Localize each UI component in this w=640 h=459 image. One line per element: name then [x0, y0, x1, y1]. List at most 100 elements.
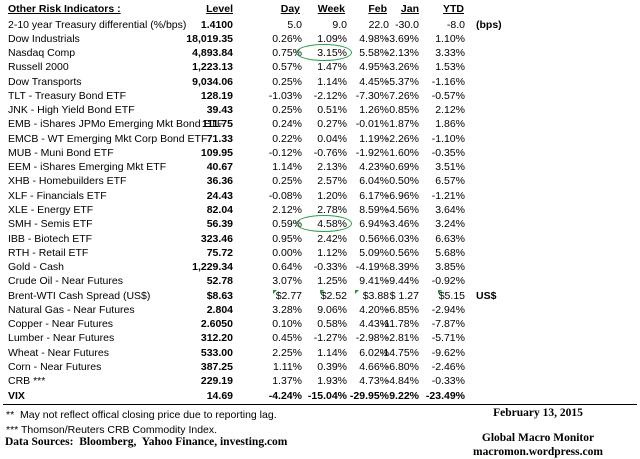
cell-level: 39.43 [206, 104, 233, 117]
divider-line [3, 404, 637, 405]
cell-label: Lumber - Near Futures [8, 332, 115, 345]
cell-ytd: -0.92% [431, 275, 465, 288]
cell-week: 1.14% [317, 75, 347, 88]
cell-week: 1.25% [317, 275, 347, 288]
cell-label: Gold - Cash [8, 261, 65, 274]
table-row: EMCB - WT Emerging Mkt Corp Bond ETF 71.3… [0, 132, 640, 146]
cell-ytd: -2.94% [431, 303, 465, 316]
cell-week: 2.13% [317, 161, 347, 174]
cell-ytd: -5.71% [431, 332, 465, 345]
table-row: JNK - High Yield Bond ETF 39.43 0.25% 0.51%… [0, 103, 640, 117]
cell-day: 0.64% [272, 261, 302, 274]
table-row: Corn - Near Futures 387.25 1.11% 0.39% 4.66%… [0, 360, 640, 374]
cell-jan: -2.26% [385, 132, 419, 145]
table-row: EEM - iShares Emerging Mkt ETF 40.67 1.14%… [0, 160, 640, 174]
cell-day: 0.22% [272, 132, 302, 145]
cell-level: 14.69 [206, 389, 233, 402]
table-row: RTH - Retail ETF 75.72 0.00% 1.12% 5.09% 0.56… [0, 246, 640, 260]
cell-level: 387.25 [200, 360, 233, 373]
cell-day: 0.45% [272, 332, 302, 345]
cell-feb: 8.59% [359, 204, 389, 216]
cell-ytd: 3.51% [435, 161, 465, 174]
cell-feb: -7.30% [355, 89, 389, 102]
cell-week: -15.04% [307, 389, 347, 402]
cell-label: Russell 2000 [8, 61, 69, 74]
cell-day: 0.10% [272, 318, 302, 331]
cell-day: 0.59% [272, 218, 302, 231]
cell-day: 0.24% [272, 118, 302, 131]
cell-feb: 9.41% [359, 275, 389, 288]
cell-jan: -6.85% [385, 303, 419, 316]
cell-level: 1,223.13 [192, 61, 233, 74]
comment-triangle-icon [438, 290, 442, 295]
cell-ytd: 3.64% [435, 204, 465, 216]
cell-week: -1.27% [313, 332, 347, 345]
cell-day: 0.25% [272, 104, 302, 117]
cell-level: 52.78 [206, 275, 233, 288]
cell-jan: 8.39% [389, 261, 419, 274]
column-header-day: Day [280, 3, 300, 15]
table-row: Crude Oil - Near Futures 52.78 3.07% 1.25% 9… [0, 274, 640, 288]
cell-week: 4.58% [317, 218, 347, 231]
cell-week: -0.76% [313, 146, 347, 159]
cell-jan: -3.46% [385, 218, 419, 231]
cell-feb: -0.01% [355, 118, 389, 131]
cell-suffix: (bps) [476, 18, 502, 31]
comment-triangle-icon [273, 290, 277, 295]
cell-week: 1.20% [317, 189, 347, 202]
cell-jan: 6.03% [389, 232, 419, 245]
cell-week: $2.52 [320, 289, 347, 302]
report-date: February 13, 2015 [493, 407, 583, 419]
cell-ytd: 3.24% [435, 218, 465, 231]
table-row: Russell 2000 1,223.13 0.57% 1.47% 4.95% -3.26… [0, 60, 640, 74]
cell-level: 109.95 [200, 146, 233, 159]
cell-label: XHB - Homebuilders ETF [8, 175, 127, 188]
cell-jan: 7.26% [389, 89, 419, 102]
cell-level: 312.20 [200, 332, 233, 345]
cell-ytd: -8.0 [446, 18, 465, 31]
cell-feb: 4.23% [359, 161, 389, 174]
cell-ytd: 5.68% [435, 246, 465, 259]
cell-label: TLT - Treasury Bond ETF [8, 89, 127, 102]
table-row: 2-10 year Treasury differential (%/bps) 1… [0, 18, 640, 32]
cell-ytd: -0.33% [431, 375, 465, 388]
brand-name: Global Macro Monitor [481, 432, 595, 444]
table-row: Brent-WTI Cash Spread (US$) $8.63 $2.77 $2.… [0, 289, 640, 303]
cell-ytd: -0.35% [431, 146, 465, 159]
cell-level: $8.63 [206, 289, 233, 302]
website-link[interactable]: macromon.wordpress.com [473, 445, 603, 458]
comment-triangle-icon [355, 290, 359, 295]
cell-feb: 22.0 [368, 18, 389, 31]
cell-ytd: -1.21% [431, 189, 465, 202]
cell-day: 3.28% [272, 303, 302, 316]
cell-jan: -11.78% [380, 318, 419, 331]
table-row: Dow Transports 9,034.06 0.25% 1.14% 4.45% -5.… [0, 75, 640, 89]
cell-day: 1.37% [272, 375, 302, 388]
cell-day: 0.95% [272, 232, 302, 245]
cell-level: 4,893.84 [192, 47, 233, 60]
cell-feb: 4.66% [359, 360, 389, 373]
cell-feb: -29.95% [349, 389, 389, 402]
cell-label: VIX [8, 389, 25, 402]
cell-week: 1.12% [317, 246, 347, 259]
cell-ytd: -2.46% [431, 360, 465, 373]
cell-feb: 6.94% [359, 218, 389, 231]
cell-level: 323.46 [200, 232, 233, 245]
cell-label: Brent-WTI Cash Spread (US$) [8, 289, 151, 302]
cell-label: Natural Gas - Near Futures [8, 303, 135, 316]
cell-day: 0.25% [272, 75, 302, 88]
table-header-row: Other Risk Indicators : Level Day Week F… [0, 3, 640, 17]
cell-jan: -4.84% [385, 375, 419, 388]
cell-level: 9,034.06 [192, 75, 233, 88]
cell-feb: 5.58% [359, 47, 389, 60]
cell-jan: 1.87% [389, 118, 419, 131]
cell-level: 82.04 [206, 204, 233, 216]
cell-jan: -9.44% [385, 275, 419, 288]
table-title: Other Risk Indicators : [8, 3, 121, 15]
cell-feb: 0.56% [359, 232, 389, 245]
cell-day: -1.03% [268, 89, 302, 102]
cell-jan: -0.69% [385, 161, 419, 174]
cell-label: CRB *** [8, 375, 46, 388]
cell-level: 56.39 [206, 218, 233, 231]
